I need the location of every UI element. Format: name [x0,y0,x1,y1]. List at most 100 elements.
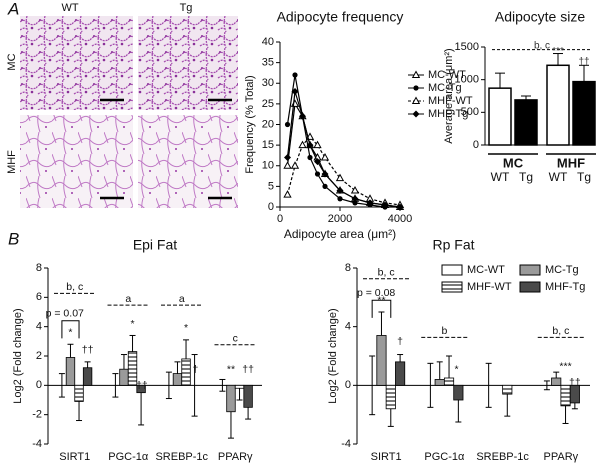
annotation: b, c [552,325,569,337]
y-tick-label: 1500 [455,41,479,53]
bar [243,384,253,408]
y-axis-label: Log2 (Fold change) [12,308,24,403]
y-tick-label: 6 [36,291,42,303]
point [336,187,344,194]
point [366,199,374,207]
x-tick-label: Tg [577,170,591,184]
bar [82,367,93,386]
bracket [371,299,392,318]
point [350,185,360,194]
y-tick-label: 30 [262,77,274,89]
legend-label: MC-Tg [428,82,462,94]
point [299,112,306,120]
y-tick-label: 35 [262,57,274,69]
group-label: MHF [557,155,585,170]
x-tick-label: SREBP-1c [476,451,529,463]
point [351,195,359,203]
annotation: † [397,335,403,347]
point [306,141,314,149]
legend-label: MC-WT [428,69,466,81]
point [411,70,421,78]
y-axis-label: Average area (μm²) [443,48,455,143]
bar [546,64,570,146]
annotation: † [193,363,199,375]
bar [453,384,464,401]
point [298,140,307,149]
y-tick-label: 8 [345,262,351,274]
y-tick-label: 25 [262,98,274,110]
bar [395,361,406,386]
bar [234,384,245,389]
annotation: * [68,327,72,339]
bar [226,384,236,413]
x-tick-label: PGC-1α [424,451,465,463]
row-label: MHF [6,150,18,174]
point [322,183,328,189]
point [290,99,300,107]
legend-swatch [441,264,463,276]
chart-title: Adipocyte size [495,9,585,25]
point [284,154,291,161]
bar [569,384,580,404]
point [411,96,421,104]
y-tick-label: 0 [473,139,479,151]
bar [376,335,387,386]
annotation: ** [227,363,235,375]
y-tick-label: 4 [345,321,351,333]
y-tick-label: 8 [36,262,42,274]
point [335,173,345,182]
point [283,161,292,169]
bar [488,87,512,146]
x-tick-label: PPARγ [544,451,579,463]
y-tick-label: 10 [262,160,274,172]
annotation: †† [569,377,581,389]
bar [65,357,76,386]
annotation: b [441,325,447,337]
point [321,170,329,178]
panel-label: B [8,229,19,248]
annotation: *** [559,360,571,372]
annotation: p = 0.08 [357,287,395,299]
point [320,152,330,161]
annotation: b, c [66,281,83,293]
micrograph [138,115,238,208]
bar [572,80,596,146]
group-label: MC [503,155,524,170]
x-axis-label: Adipocyte area (μm²) [284,227,396,241]
annotation: * [454,363,458,375]
point [291,88,299,95]
x-tick-label: WT [491,170,510,184]
micrograph [20,16,133,110]
bar [434,379,445,386]
series-line [286,91,401,208]
panel-label: A [7,0,19,18]
x-tick-label: SREBP-1c [155,451,208,463]
point [413,85,419,91]
annotation: †† [82,344,94,356]
y-tick-label: -2 [32,409,42,421]
y-tick-label: 2 [36,350,42,362]
bar [385,384,396,410]
bar [119,368,129,386]
annotation: a [125,293,131,305]
bar [172,373,183,386]
point [396,203,404,211]
y-tick-label: 40 [262,36,274,48]
series-line [286,135,401,206]
annotation: b, c [534,40,550,51]
y-tick-label: 4 [36,321,42,333]
annotation: ** [377,294,385,306]
annotation: p = 0.07 [46,308,84,320]
annotation: †† [578,57,589,68]
point [313,140,322,149]
micrograph [138,16,238,110]
y-tick-label: -4 [32,438,42,450]
micrographs [20,16,238,208]
bar [514,99,538,146]
y-tick-label: 0 [345,379,351,391]
y-axis-label: Log2 (Fold change) [327,308,339,403]
x-tick-label: WT [549,170,568,184]
legend-swatch [519,264,541,276]
micrograph [20,115,133,208]
point [283,190,292,198]
